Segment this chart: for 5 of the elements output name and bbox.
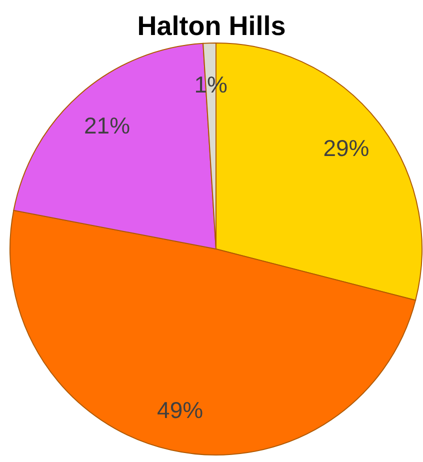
data-label: 1% [194, 71, 228, 98]
chart-title: Halton Hills [137, 11, 286, 41]
data-label: 29% [323, 134, 370, 161]
data-label: 21% [84, 112, 130, 138]
data-label: 49% [157, 396, 204, 423]
